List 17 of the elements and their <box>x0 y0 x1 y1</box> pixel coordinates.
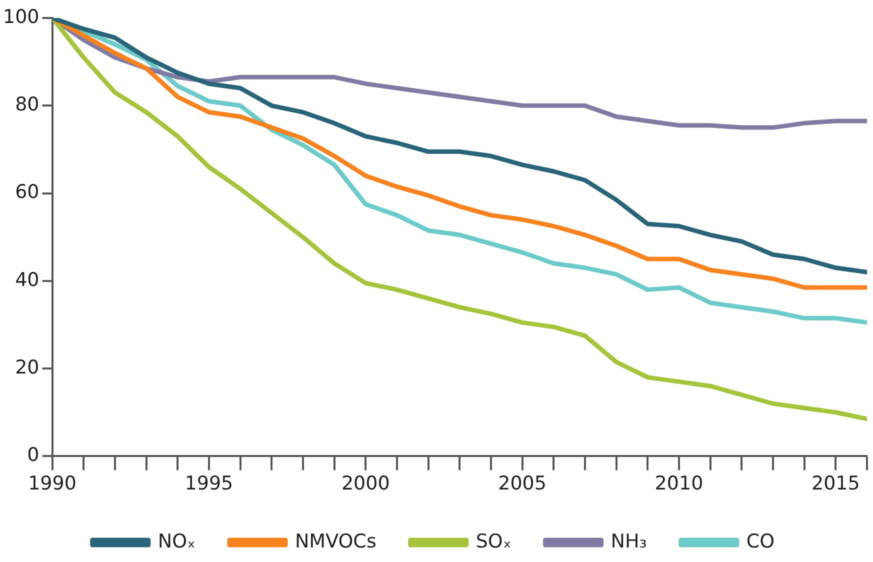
x-tick-label: 2000 <box>341 472 390 495</box>
legend-label: NH₃ <box>610 530 647 552</box>
y-tick-label: 60 <box>15 181 40 204</box>
legend-label: SOₓ <box>476 530 512 552</box>
x-tick-label: 1995 <box>184 472 234 495</box>
legend-label: NOₓ <box>158 530 196 552</box>
y-tick-label: 80 <box>15 94 40 116</box>
y-tick-label: 0 <box>27 444 40 466</box>
x-tick-label: 1990 <box>28 472 76 495</box>
y-tick-label: 20 <box>15 356 40 378</box>
x-tick-label: 2015 <box>811 472 860 495</box>
y-tick-label: 40 <box>15 268 40 291</box>
legend-label: NMVOCs <box>294 530 376 552</box>
y-tick-label: 100 <box>3 6 40 28</box>
legend-label: CO <box>746 530 775 552</box>
x-tick-label: 2010 <box>654 472 704 495</box>
x-tick-label: 2005 <box>498 472 546 495</box>
